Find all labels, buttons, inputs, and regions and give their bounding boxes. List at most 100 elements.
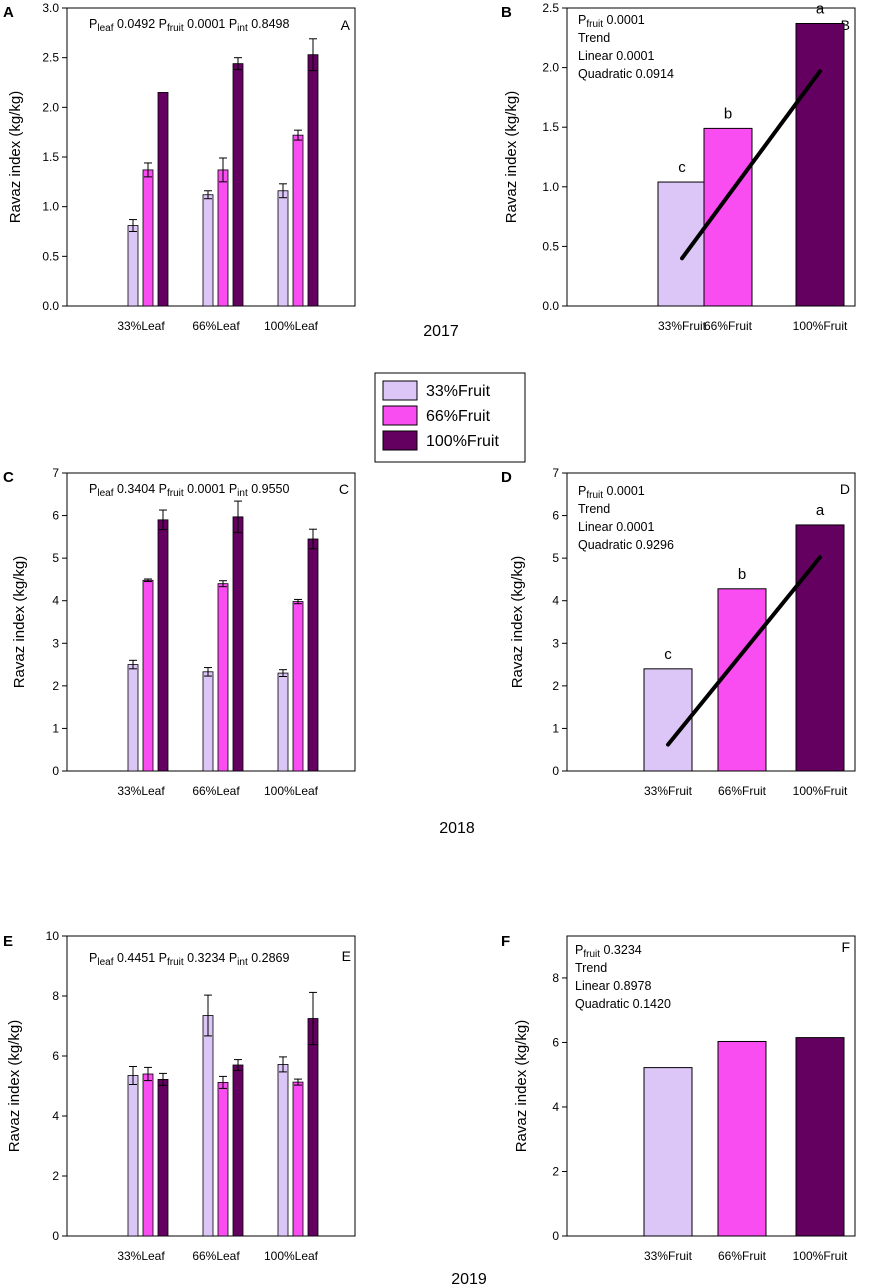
- panel-corner-letter: D: [840, 481, 850, 497]
- panel-corner-letter: A: [341, 17, 351, 33]
- annotation-text: 0.0001 P: [184, 17, 238, 31]
- annotation-text: 0.0001: [603, 484, 645, 498]
- bar: [142, 1073, 154, 1237]
- plot-frame: [566, 935, 856, 1237]
- y-tick-label: 3.0: [42, 1, 59, 15]
- annotation-text: 0.0001: [603, 13, 645, 27]
- bar: [127, 1075, 139, 1237]
- p-value-annotation: Linear 0.0001: [578, 49, 655, 63]
- x-tick-label: 33%Leaf: [117, 784, 165, 798]
- annotation-text: Quadratic 0.0914: [578, 67, 674, 81]
- annotation-text: Linear 0.0001: [578, 49, 655, 63]
- bar: [202, 671, 214, 772]
- panel-letter: B: [501, 4, 512, 21]
- bar: [232, 63, 244, 307]
- y-tick-label: 5: [52, 551, 59, 565]
- legend-label-100: 100%Fruit: [426, 433, 499, 450]
- x-tick-label: 33%Fruit: [644, 784, 693, 798]
- y-tick-label: 0: [52, 1229, 59, 1243]
- p-value-annotation: Pfruit 0.0001: [578, 13, 645, 30]
- panel-letter: C: [3, 469, 14, 486]
- chart-panel-A: 0.0 0.5 1.0 1.5 2.0 2.5 3.0 Ravaz index (kg/kg)…: [3, 1, 356, 333]
- y-axis-label: Ravaz index (kg/kg): [11, 556, 28, 689]
- annotation-text: 0.3234: [600, 943, 642, 957]
- bar: [277, 190, 289, 307]
- annotation-subscript: fruit: [586, 490, 603, 501]
- x-tick-label: 66%Leaf: [192, 319, 240, 333]
- bar: [127, 225, 139, 307]
- y-tick-label: 4: [552, 1100, 559, 1114]
- panel-letter: E: [3, 933, 13, 950]
- annotation-subscript: fruit: [167, 488, 184, 499]
- p-value-annotation: Quadratic 0.9296: [578, 538, 674, 552]
- y-tick-label: 1: [52, 721, 59, 735]
- y-tick-label: 3: [52, 636, 59, 650]
- y-tick-label: 0: [552, 764, 559, 778]
- panel-letter: F: [501, 933, 510, 950]
- bar: [217, 583, 229, 772]
- bar: [202, 194, 214, 307]
- chart-panel-E: 0 2 4 6 8 10 Ravaz index (kg/kg) E E 33%Leaf 66%Le…: [3, 929, 356, 1263]
- y-tick-label: 6: [52, 509, 59, 523]
- x-tick-label: 100%Leaf: [264, 1249, 319, 1263]
- annotation-subscript: fruit: [167, 23, 184, 34]
- legend: 33%Fruit 66%Fruit 100%Fruit: [374, 372, 526, 463]
- annotation-text: 0.8498: [248, 17, 290, 31]
- y-axis-label: Ravaz index (kg/kg): [513, 1020, 530, 1153]
- annotation-subscript: int: [237, 488, 248, 499]
- bar: [217, 1082, 229, 1237]
- y-tick-label: 0.0: [42, 299, 59, 313]
- y-tick-label: 1: [552, 721, 559, 735]
- bar: [277, 1064, 289, 1237]
- x-tick-label: 33%Fruit: [658, 319, 707, 333]
- y-tick-label: 7: [52, 466, 59, 480]
- y-axis-label: Ravaz index (kg/kg): [509, 556, 526, 689]
- x-tick-label: 33%Fruit: [644, 1249, 693, 1263]
- bar: [657, 181, 707, 307]
- y-tick-label: 2.5: [542, 1, 559, 15]
- bar: [717, 1040, 767, 1237]
- y-tick-label: 0.0: [542, 299, 559, 313]
- annotation-text: 0.4451 P: [113, 951, 167, 965]
- annotation-text: 0.9550: [248, 482, 290, 496]
- y-tick-label: 1.5: [42, 150, 59, 164]
- annotation-text: 0.0001 P: [184, 482, 238, 496]
- x-tick-label: 66%Leaf: [192, 784, 240, 798]
- y-tick-label: 0: [52, 764, 59, 778]
- year-label-2018: 2018: [439, 820, 475, 837]
- bar: [292, 601, 304, 772]
- year-label-2019: 2019: [451, 1271, 487, 1287]
- x-tick-label: 100%Leaf: [264, 319, 319, 333]
- annotation-subscript: int: [237, 23, 248, 34]
- significance-letter: a: [816, 0, 825, 17]
- bar: [795, 22, 845, 307]
- chart-panel-B: 0.0 0.5 1.0 1.5 2.0 2.5 Ravaz index (kg/kg) B B 3…: [501, 0, 856, 333]
- y-tick-label: 1.0: [42, 200, 59, 214]
- p-value-annotation: Pleaf 0.0492 Pfruit 0.0001 Pint 0.8498: [89, 17, 289, 34]
- y-tick-label: 7: [552, 466, 559, 480]
- y-tick-label: 6: [552, 509, 559, 523]
- significance-letter: a: [816, 502, 825, 519]
- bar: [142, 169, 154, 307]
- bar: [202, 1015, 214, 1237]
- y-tick-label: 6: [552, 1035, 559, 1049]
- legend-label-33: 33%Fruit: [426, 383, 491, 400]
- y-tick-label: 2.0: [42, 100, 59, 114]
- annotation-subscript: fruit: [583, 949, 600, 960]
- panel-corner-letter: E: [342, 948, 351, 964]
- x-tick-label: 100%Leaf: [264, 784, 319, 798]
- x-tick-label: 66%Fruit: [718, 784, 767, 798]
- bar: [217, 169, 229, 307]
- significance-letter: c: [664, 646, 672, 663]
- y-tick-label: 2: [552, 679, 559, 693]
- y-axis-label: Ravaz index (kg/kg): [7, 91, 24, 224]
- bar: [307, 538, 319, 772]
- annotation-text: 0.2869: [248, 951, 290, 965]
- y-tick-label: 4: [52, 1109, 59, 1123]
- bar: [157, 92, 169, 307]
- y-tick-label: 6: [52, 1049, 59, 1063]
- annotation-text: P: [578, 13, 586, 27]
- significance-letter: b: [738, 566, 746, 583]
- y-tick-label: 2: [552, 1164, 559, 1178]
